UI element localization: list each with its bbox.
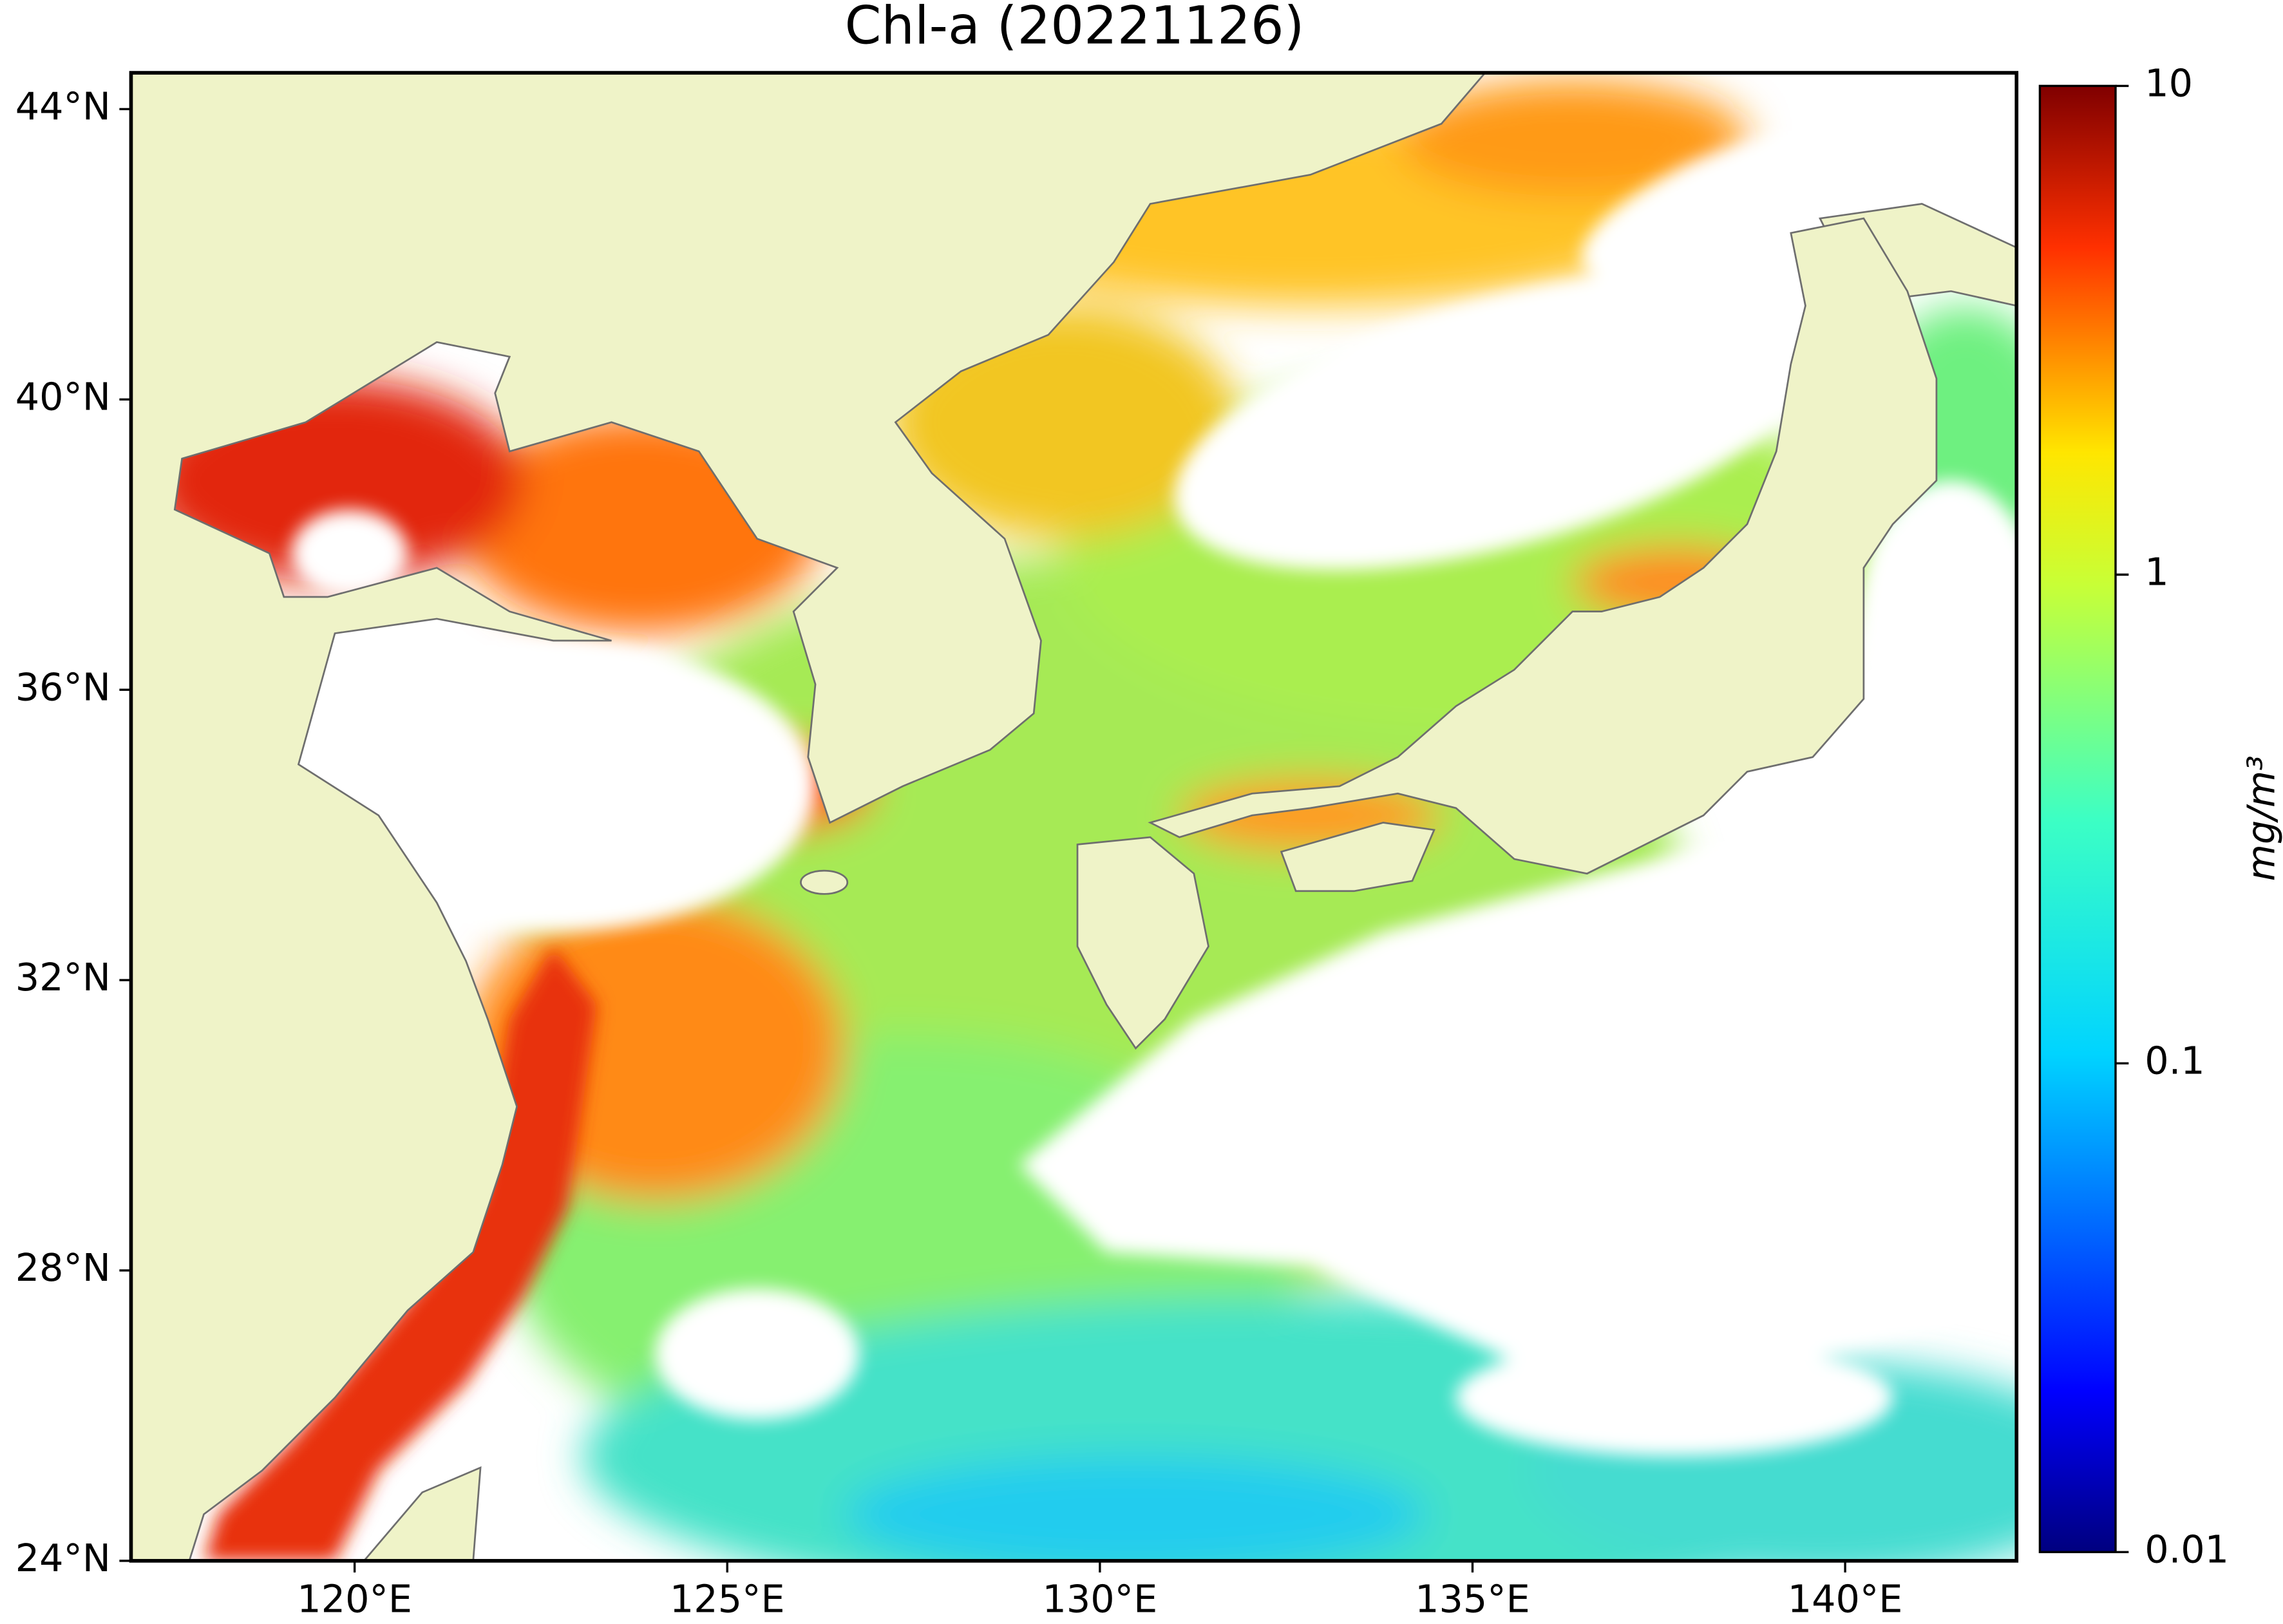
colorbar bbox=[2038, 84, 2117, 1553]
y-tick-label: 24°N bbox=[15, 1536, 111, 1580]
x-tick-label: 135°E bbox=[1415, 1576, 1530, 1621]
x-tick-label: 130°E bbox=[1043, 1576, 1158, 1621]
coastlines bbox=[131, 73, 2017, 1561]
land-continent bbox=[131, 73, 1486, 1561]
cloud bbox=[1455, 1339, 1893, 1457]
land-taiwan bbox=[363, 1466, 482, 1561]
colorbar-tick-label: 1 bbox=[2145, 549, 2168, 594]
colorbar-tick-label: 10 bbox=[2145, 61, 2193, 106]
map-title: Chl-a (20221126) bbox=[845, 0, 1305, 57]
y-tick-label: 28°N bbox=[15, 1245, 111, 1290]
cloud bbox=[291, 640, 816, 932]
plot-area bbox=[131, 73, 2017, 1561]
x-tick-label: 125°E bbox=[670, 1576, 785, 1621]
land-shikoku bbox=[1280, 822, 1435, 892]
cloud bbox=[655, 1289, 859, 1420]
y-tick-label: 36°N bbox=[15, 665, 111, 709]
x-tick-label: 140°E bbox=[1788, 1576, 1903, 1621]
cloud bbox=[291, 509, 408, 598]
x-tick-label: 120°E bbox=[297, 1576, 412, 1621]
y-tick-label: 40°N bbox=[15, 374, 111, 419]
y-tick-label: 44°N bbox=[15, 84, 111, 129]
colorbar-tick-label: 0.01 bbox=[2145, 1527, 2229, 1571]
land-jeju bbox=[800, 869, 849, 895]
land-honshu bbox=[1148, 217, 1938, 875]
cloud bbox=[1019, 728, 2017, 1369]
colorbar-label: mg/m³ bbox=[2239, 755, 2283, 881]
cloud bbox=[1582, 122, 1913, 285]
colorbar-tick-label: 0.1 bbox=[2145, 1038, 2204, 1082]
cloud-cover bbox=[291, 122, 2017, 1457]
y-tick-label: 32°N bbox=[15, 955, 111, 999]
cloud bbox=[1174, 274, 1825, 571]
field-patch bbox=[1397, 80, 1748, 197]
field-patch bbox=[844, 1456, 1427, 1561]
land-kyushu bbox=[1076, 836, 1209, 1050]
map-frame bbox=[129, 71, 2019, 1563]
cloud bbox=[1863, 480, 2017, 743]
